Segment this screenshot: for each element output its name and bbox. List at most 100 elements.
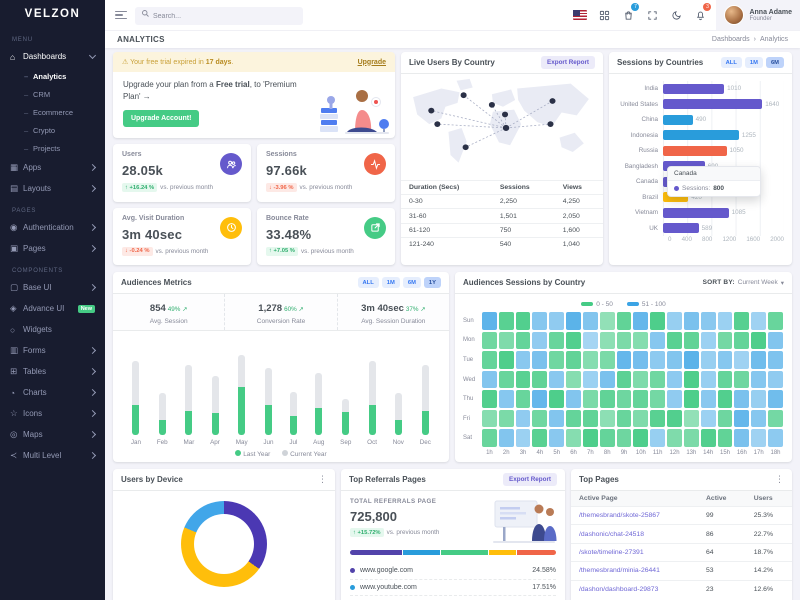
sidebar-item-pages[interactable]: ▣ Pages: [0, 238, 105, 259]
page-link[interactable]: /themesbrand/minia-26441: [571, 561, 698, 580]
export-report-button[interactable]: Export Report: [541, 56, 595, 69]
bar-row-india: India 1010: [617, 81, 784, 97]
page-link[interactable]: /themesbrand/skote-25867: [571, 505, 698, 525]
bar-category-label: UK: [649, 224, 658, 232]
x-tick-label: 400: [681, 236, 692, 243]
cart-button[interactable]: 7: [616, 0, 640, 30]
sidebar-item-label: Widgets: [23, 325, 52, 334]
sidebar-item-apps[interactable]: ▦ Apps: [0, 157, 105, 178]
sidebar-item-layouts[interactable]: ▤ Layouts: [0, 178, 105, 199]
referral-site[interactable]: www.youtube.com: [360, 583, 417, 591]
sidebar-item-dashboards[interactable]: ⌂ Dashboards: [0, 46, 105, 67]
export-report-button[interactable]: Export Report: [503, 473, 557, 486]
heatmap-cell: [582, 390, 598, 408]
table-cell: 61-120: [401, 222, 492, 238]
last-year-segment: [238, 386, 246, 435]
sidebar-subitem-crypto[interactable]: – Crypto: [0, 121, 105, 139]
heatmap-cell: [515, 312, 531, 330]
card-title: Audiences Sessions by Country: [463, 278, 586, 287]
hamburger-menu-icon[interactable]: [115, 9, 127, 22]
bar-category-label: Brazil: [642, 193, 658, 201]
sidebar-subitem-label: Projects: [33, 143, 61, 153]
table-row: 61-120 750 1,600: [401, 222, 603, 238]
sidebar-subitem-ecommerce[interactable]: – Ecommerce: [0, 103, 105, 121]
heatmap-cell: [515, 409, 531, 428]
sort-by-dropdown[interactable]: SORT BY: Current Week ▾: [702, 279, 784, 287]
heatmap-row-tue: Tue: [463, 350, 784, 370]
heatmap-cell: [667, 370, 682, 389]
menu-apps-icon: ▦: [10, 162, 19, 172]
chart-tooltip: Canada Sessions: 800: [667, 166, 761, 197]
users-icon: [220, 153, 242, 175]
sidebar-item-maps[interactable]: ◎ Maps: [0, 424, 105, 445]
app-logo[interactable]: VELZON: [24, 8, 81, 20]
page-link[interactable]: /dashon/dashboard-29873: [571, 579, 698, 598]
referral-site[interactable]: www.google.com: [360, 566, 413, 574]
filter-button-1y[interactable]: 1Y: [423, 277, 441, 288]
filter-button-all[interactable]: ALL: [720, 57, 742, 68]
column-header: Sessions: [491, 180, 555, 195]
sidebar-item-advance-ui[interactable]: ◈ Advance UI New: [0, 298, 105, 319]
heatmap-x-label: 11h: [652, 450, 663, 456]
filter-button-6m[interactable]: 6M: [765, 57, 784, 68]
apps-grid-button[interactable]: [592, 0, 616, 30]
upgrade-account-button[interactable]: Upgrade Account!: [123, 110, 200, 127]
filter-button-1m[interactable]: 1M: [381, 277, 400, 288]
heatmap-cell: [566, 312, 581, 330]
upgrade-link[interactable]: Upgrade: [357, 58, 386, 66]
sidebar-item-tables[interactable]: ⊞ Tables: [0, 361, 105, 382]
chevron-right-icon: [88, 430, 97, 439]
sidebar-item-multi-level[interactable]: ≺ Multi Level: [0, 445, 105, 466]
heatmap-cell: [633, 370, 649, 389]
sidebar-item-charts[interactable]: ◔ Charts: [0, 382, 105, 403]
table-row: /themesbrand/skote-25867 99 25.3%: [571, 505, 792, 525]
sidebar-item-forms[interactable]: ▥ Forms: [0, 340, 105, 361]
x-tick-label: 800: [702, 236, 713, 243]
breadcrumb-dashboards[interactable]: Dashboards: [711, 36, 750, 43]
page-link[interactable]: /dashonic/chat-24518: [571, 524, 698, 544]
menu-widgets-icon: ○: [10, 324, 16, 335]
heatmap-x-label: 18h: [770, 450, 781, 456]
filter-button-1m[interactable]: 1M: [744, 57, 763, 68]
page-link[interactable]: /skote/timeline-27391: [571, 542, 698, 562]
heatmap-cell: [700, 390, 716, 408]
heatmap-cell: [582, 312, 598, 330]
sidebar-subitem-crm[interactable]: – CRM: [0, 85, 105, 103]
card-menu-button[interactable]: ⋮: [775, 474, 784, 484]
current-year-segment: [211, 376, 219, 413]
sidebar-subitem-projects[interactable]: – Projects: [0, 139, 105, 157]
heatmap-x-label: 13h: [686, 450, 697, 456]
sidebar-item-icons[interactable]: ☆ Icons: [0, 403, 105, 424]
search-input[interactable]: [135, 7, 303, 26]
heatmap-cell: [633, 312, 649, 330]
heatmap-cell: [667, 409, 682, 428]
heatmap-cell: [515, 390, 531, 408]
trial-alert: ⚠ Your free trial expired in 17 days. Up…: [113, 52, 395, 72]
heatmap-x-label: 2h: [502, 450, 510, 456]
filter-button-all[interactable]: ALL: [357, 277, 379, 288]
heatmap-cell: [566, 331, 581, 350]
sidebar-item-label: Layouts: [23, 184, 52, 193]
sidebar-item-widgets[interactable]: ○ Widgets: [0, 319, 105, 340]
filter-button-6m[interactable]: 6M: [402, 277, 421, 288]
user-menu[interactable]: Anna Adame Founder: [716, 0, 800, 30]
table-cell: 14.2%: [745, 561, 792, 580]
sidebar-item-authentication[interactable]: ◉ Authentication: [0, 217, 105, 238]
sidebar-item-base-ui[interactable]: ▢ Base UI: [0, 277, 105, 298]
sidebar-subitem-analytics[interactable]: – Analytics: [0, 67, 105, 85]
heatmap-cell: [717, 370, 733, 389]
menu-multi-level-icon: ≺: [10, 450, 18, 460]
dark-mode-button[interactable]: [664, 0, 688, 30]
bar-track: 1010: [663, 81, 784, 97]
heatmap-cell: [532, 390, 548, 408]
notifications-button[interactable]: 3: [688, 0, 712, 30]
heatmap-cell: [498, 409, 514, 428]
card-menu-button[interactable]: ⋮: [318, 474, 327, 484]
clock-icon: [220, 216, 242, 239]
language-flag-button[interactable]: [568, 0, 592, 30]
fullscreen-button[interactable]: [640, 0, 664, 30]
table-cell: 2,050: [554, 208, 603, 224]
stacked-bar: [264, 368, 272, 435]
heatmap-cell: [768, 429, 783, 448]
last-year-segment: [185, 410, 193, 435]
